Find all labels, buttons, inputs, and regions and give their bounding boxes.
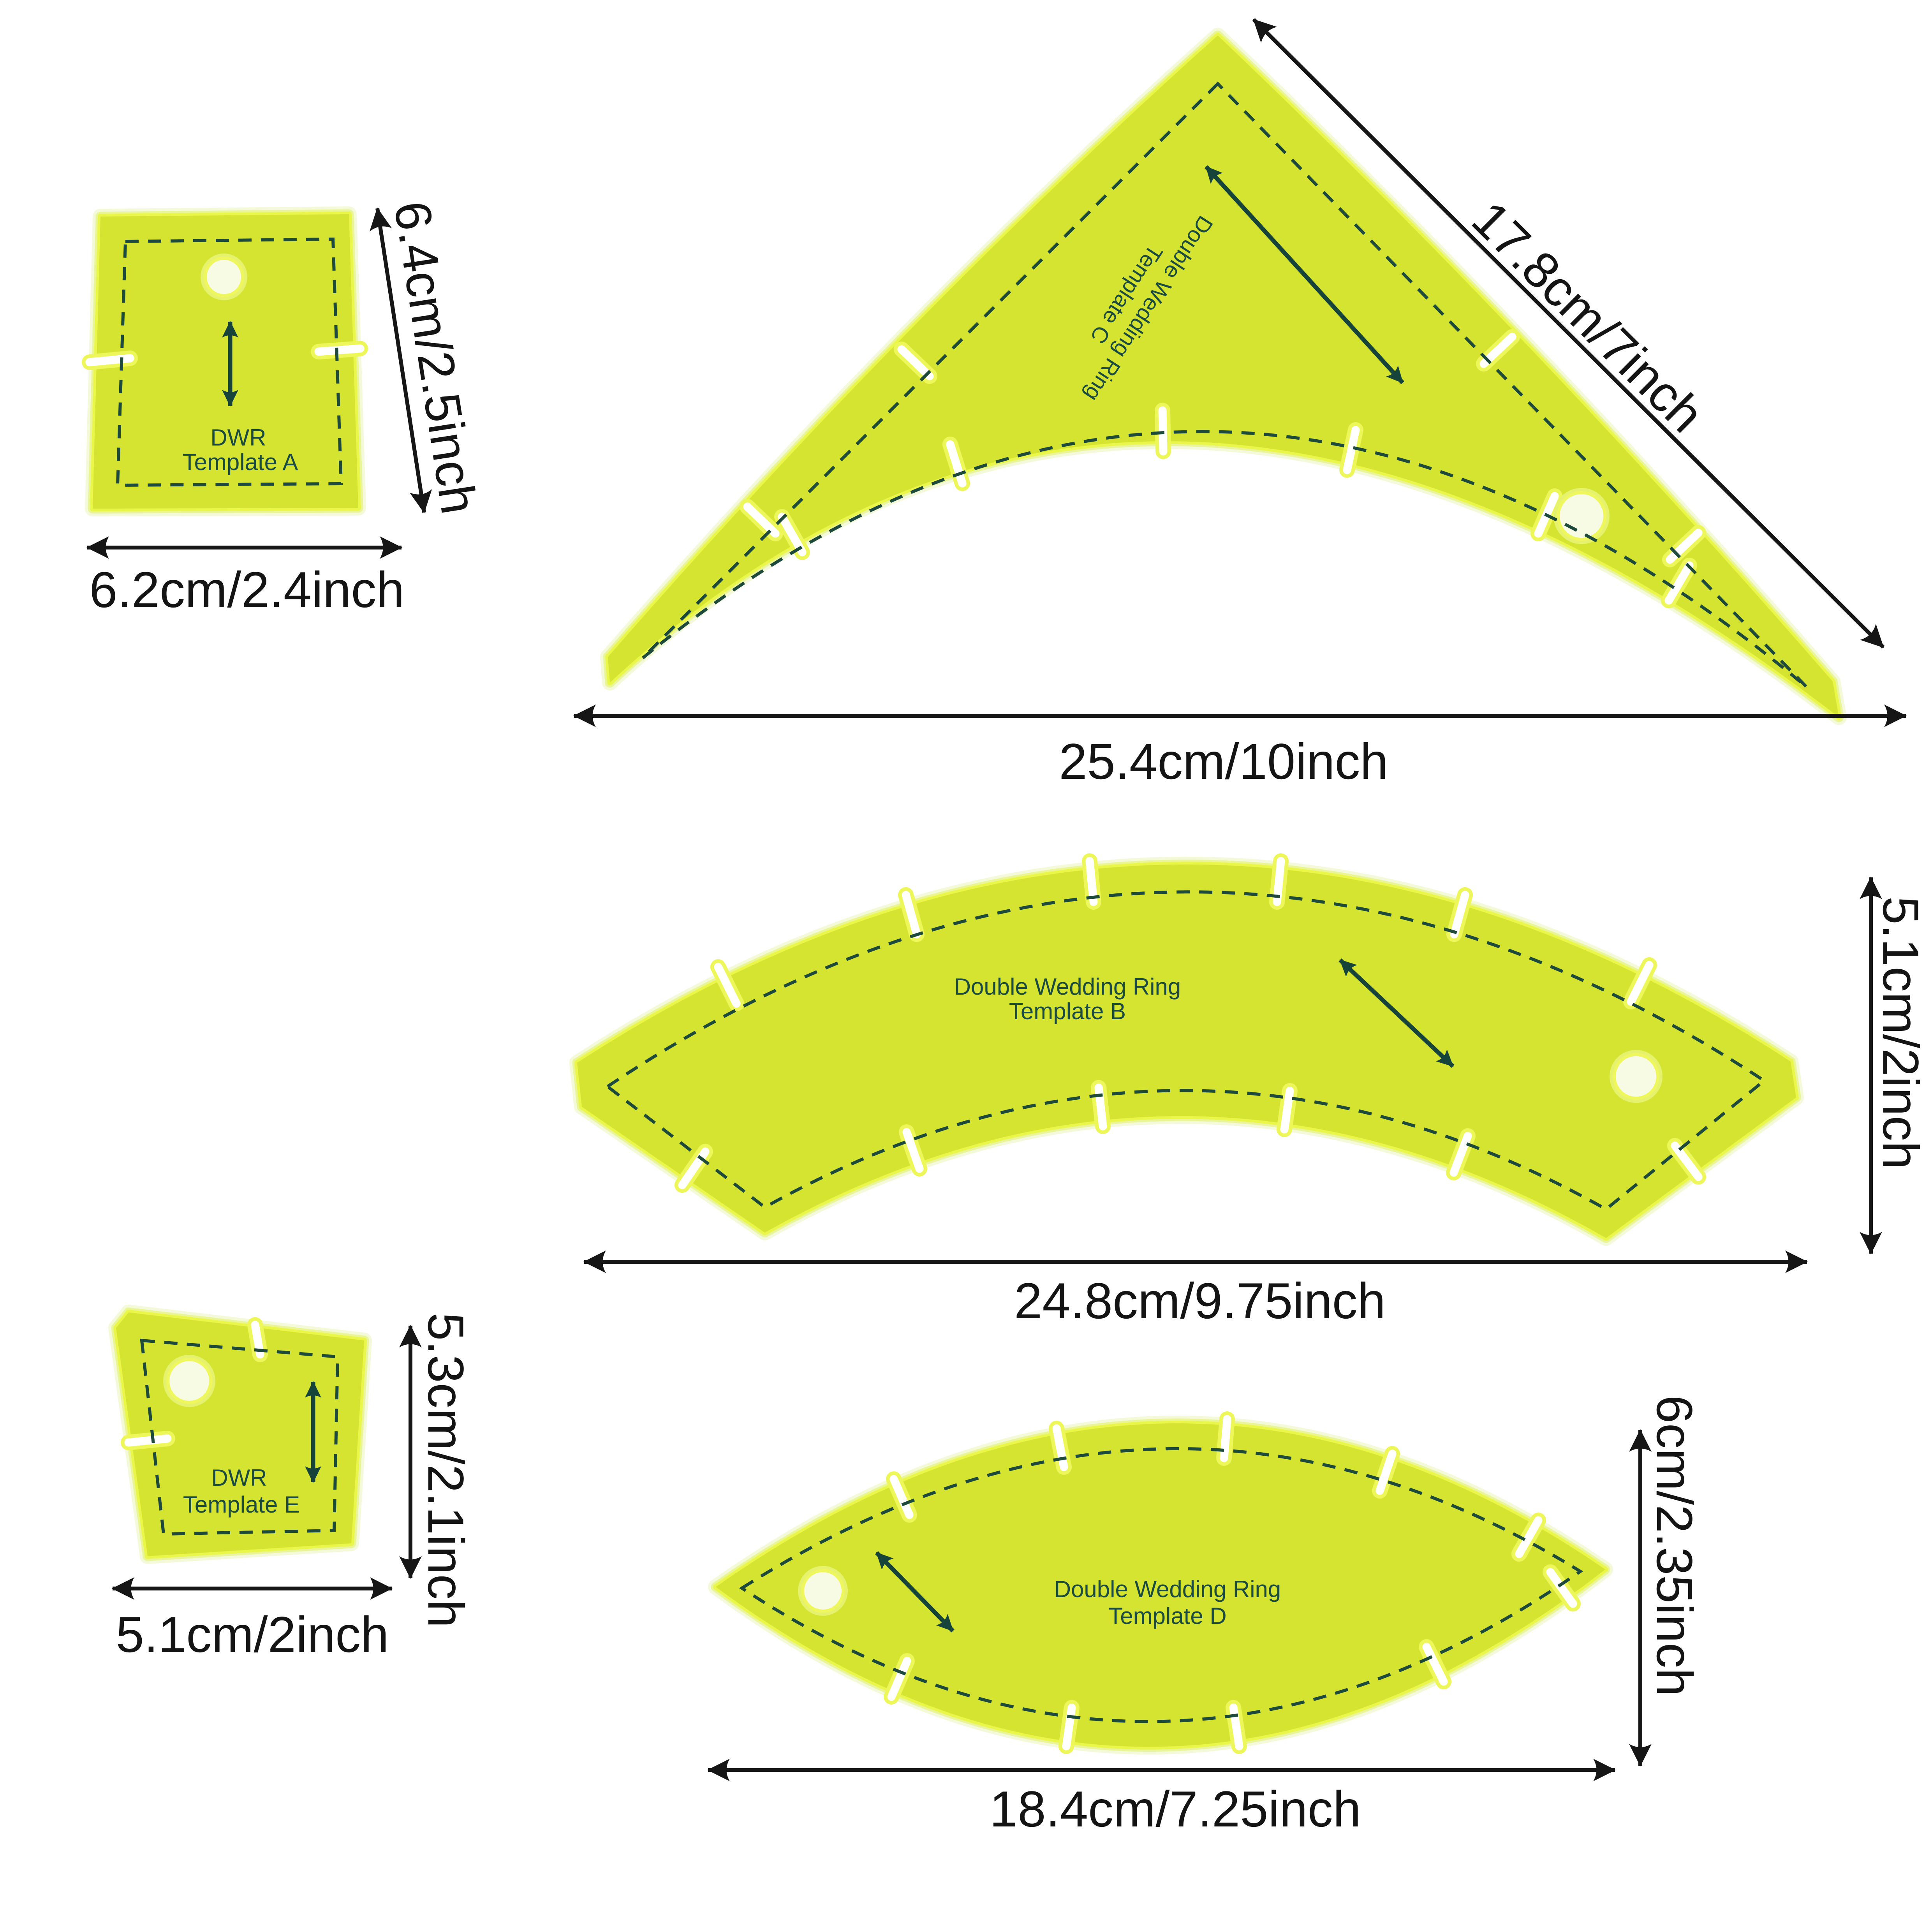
svg-text:24.8cm/9.75inch: 24.8cm/9.75inch bbox=[1014, 1272, 1386, 1329]
svg-text:25.4cm/10inch: 25.4cm/10inch bbox=[1059, 733, 1388, 790]
svg-text:5.3cm/2.1inch: 5.3cm/2.1inch bbox=[417, 1312, 474, 1627]
svg-text:Template D: Template D bbox=[1108, 1603, 1226, 1629]
svg-text:Template B: Template B bbox=[1009, 998, 1126, 1024]
svg-text:Template A: Template A bbox=[183, 449, 298, 475]
svg-text:5.1cm/2inch: 5.1cm/2inch bbox=[1872, 896, 1929, 1169]
svg-text:Double Wedding Ring: Double Wedding Ring bbox=[954, 974, 1181, 1000]
svg-text:6cm/2.35inch: 6cm/2.35inch bbox=[1646, 1395, 1703, 1696]
svg-text:5.1cm/2inch: 5.1cm/2inch bbox=[116, 1606, 389, 1663]
svg-text:DWR: DWR bbox=[210, 424, 266, 451]
svg-text:18.4cm/7.25inch: 18.4cm/7.25inch bbox=[990, 1781, 1361, 1837]
svg-text:6.2cm/2.4inch: 6.2cm/2.4inch bbox=[89, 561, 404, 618]
svg-text:Double Wedding Ring: Double Wedding Ring bbox=[1054, 1576, 1281, 1602]
svg-text:Template E: Template E bbox=[183, 1492, 300, 1518]
svg-text:DWR: DWR bbox=[211, 1465, 267, 1491]
